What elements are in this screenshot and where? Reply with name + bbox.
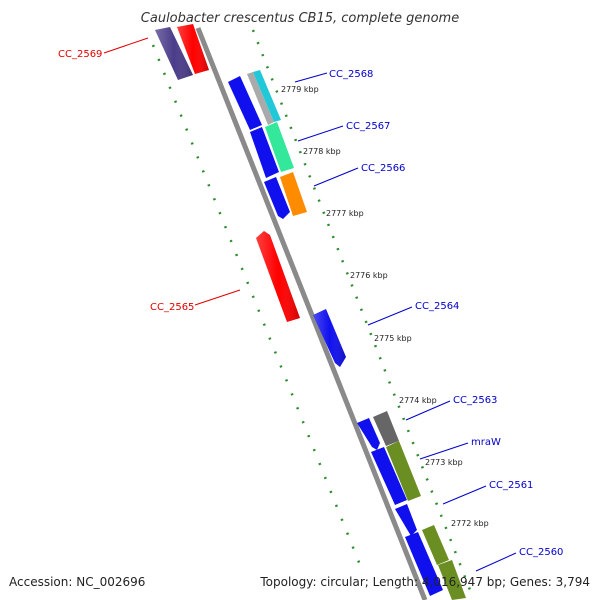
gene-label-cc2563[interactable]: CC_2563 xyxy=(453,395,497,406)
gene-feature-cc2568[interactable] xyxy=(228,70,281,130)
gene-feature-cc2560[interactable] xyxy=(405,532,466,600)
genome-title: Caulobacter crescentus CB15, complete ge… xyxy=(141,11,459,26)
gene-feature-mrawe[interactable] xyxy=(371,441,421,505)
outer-dotted-ring xyxy=(251,29,472,591)
gene-label-cc2565[interactable]: CC_2565 xyxy=(150,302,194,313)
gene-feature-cc2569-purple[interactable] xyxy=(155,27,193,80)
accession-text: Accession: NC_002696 xyxy=(9,575,145,589)
tick-label-2778: 2778 kbp xyxy=(303,147,341,156)
leader-line-cc2568 xyxy=(294,72,328,83)
leader-line-cc2561 xyxy=(442,485,487,505)
leader-line-cc2560 xyxy=(475,552,517,572)
gene-feature-cc2566[interactable] xyxy=(264,172,307,219)
tick-label-2773: 2773 kbp xyxy=(425,458,463,467)
gene-label-cc2564[interactable]: CC_2564 xyxy=(415,301,459,312)
gene-label-cc2560[interactable]: CC_2560 xyxy=(519,547,563,558)
tick-label-2779: 2779 kbp xyxy=(281,85,319,94)
leader-line-cc2564 xyxy=(367,306,413,326)
gene-feature-cc2567[interactable] xyxy=(250,122,294,178)
genome-backbone xyxy=(195,27,428,600)
leader-line-cc2563 xyxy=(405,400,451,421)
genome-summary-text: Topology: circular; Length: 4,016,947 bp… xyxy=(259,575,590,589)
tick-label-2774: 2774 kbp xyxy=(399,396,437,405)
tick-label-2776: 2776 kbp xyxy=(350,271,388,280)
leader-line-mraw xyxy=(419,442,469,460)
gene-label-cc2567[interactable]: CC_2567 xyxy=(346,121,390,132)
leader-line-cc2566 xyxy=(313,167,359,187)
gene-label-cc2561[interactable]: CC_2561 xyxy=(489,480,533,491)
gene-feature-cc2565[interactable] xyxy=(256,231,300,322)
gene-feature-cc2561[interactable] xyxy=(395,504,449,565)
gene-label-cc2568[interactable]: CC_2568 xyxy=(329,69,373,80)
gene-feature-cc2563[interactable] xyxy=(357,411,399,450)
tick-label-2777: 2777 kbp xyxy=(326,209,364,218)
leader-line-cc2567 xyxy=(297,125,344,142)
tick-label-2775: 2775 kbp xyxy=(374,334,412,343)
gene-label-cc2566[interactable]: CC_2566 xyxy=(361,163,405,174)
leader-line-cc2569 xyxy=(103,37,149,54)
gene-feature-cc2569[interactable] xyxy=(177,24,209,74)
gene-label-cc2569[interactable]: CC_2569 xyxy=(58,49,102,60)
leader-line-cc2565 xyxy=(194,289,241,306)
gene-label-mraw[interactable]: mraW xyxy=(471,437,501,448)
gene-feature-cc2564[interactable] xyxy=(313,309,346,367)
tick-label-2772: 2772 kbp xyxy=(451,519,489,528)
